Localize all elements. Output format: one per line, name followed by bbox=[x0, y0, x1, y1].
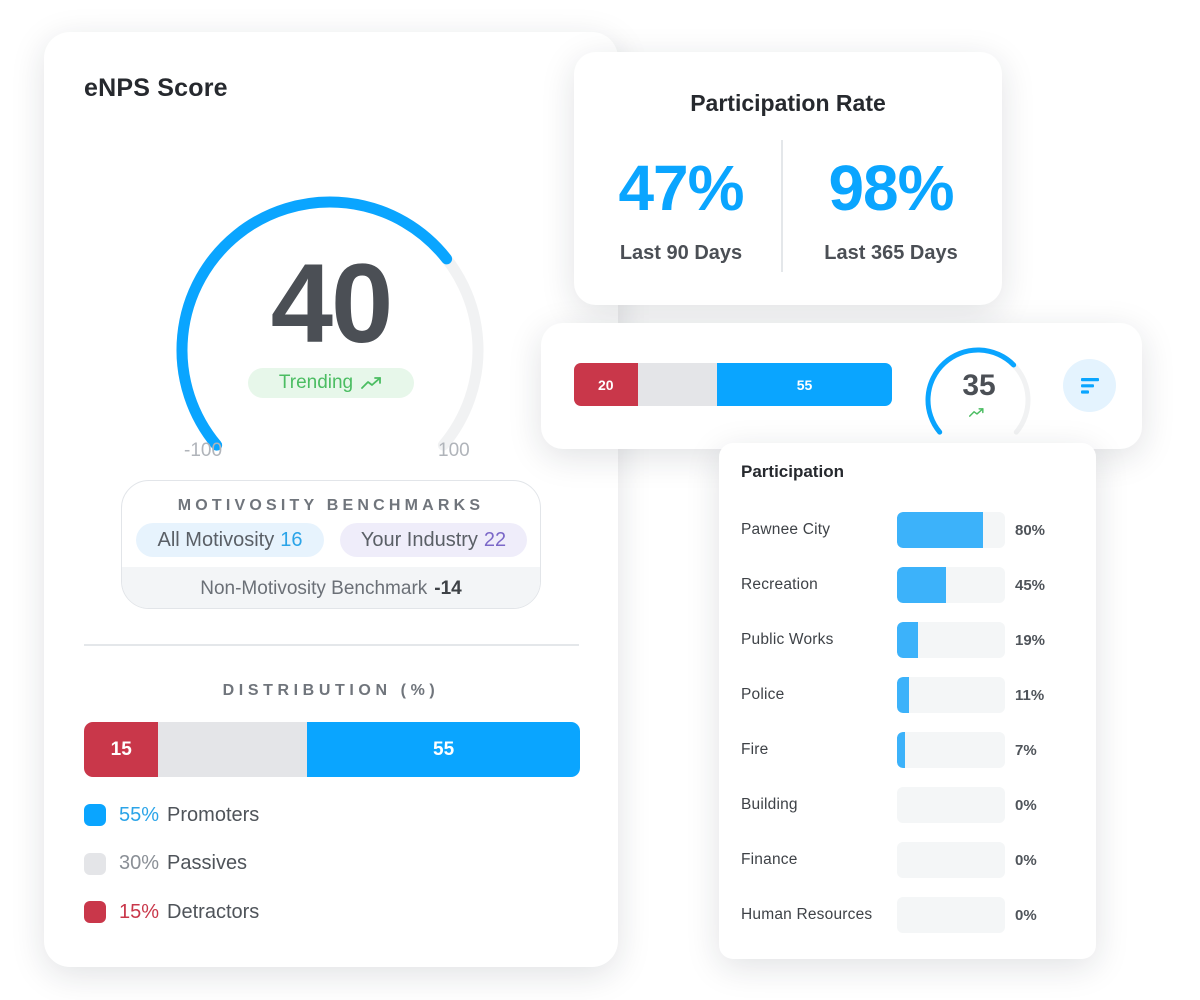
distribution-promoters-segment: 55 bbox=[307, 722, 580, 777]
detractors-swatch bbox=[84, 901, 106, 923]
legend-passives-label: Passives bbox=[167, 852, 248, 874]
legend-detractors-pct: 15% bbox=[119, 900, 160, 923]
participation-row-bar bbox=[897, 567, 1005, 603]
legend-promoters-pct: 55% bbox=[119, 803, 160, 826]
passives-swatch bbox=[84, 852, 106, 875]
participation-row-pct: 11% bbox=[1015, 686, 1045, 704]
participation-row-pct: 45% bbox=[1015, 576, 1046, 594]
summary-promoters-segment: 55 bbox=[717, 363, 892, 406]
participation-row-name: Finance bbox=[741, 851, 798, 868]
participation-row-pct: 7% bbox=[1015, 741, 1037, 759]
participation-row-pct: 80% bbox=[1015, 521, 1046, 539]
gauge-min-label: -100 bbox=[184, 440, 223, 461]
participation-row-bar-fill bbox=[897, 677, 909, 713]
divider bbox=[84, 644, 579, 646]
participation-row-name: Human Resources bbox=[741, 906, 873, 923]
participation-row: Police 11% bbox=[741, 677, 1081, 713]
benchmark-all-label: All Motivosity bbox=[157, 528, 275, 551]
benchmark-non-label: Non-Motivosity Benchmark bbox=[200, 577, 428, 599]
participation-row-name: Police bbox=[741, 686, 785, 703]
summary-distribution-bar: 20 55 bbox=[574, 363, 892, 406]
benchmark-industry-label: Your Industry bbox=[360, 528, 478, 551]
participation-row-bar bbox=[897, 842, 1005, 878]
distribution-legend: 55% Promoters 30% Passives 15% Detractor… bbox=[84, 804, 259, 950]
participation-row-bar bbox=[897, 622, 1005, 658]
rate-365-days-value: 98% bbox=[828, 152, 954, 224]
benchmarks-title: MOTIVOSITY BENCHMARKS bbox=[177, 497, 485, 514]
trending-label: Trending bbox=[278, 372, 354, 393]
distribution-title: DISTRIBUTION (%) bbox=[222, 682, 440, 699]
participation-rate-title: Participation Rate bbox=[690, 90, 886, 116]
legend-passives: 30% Passives bbox=[84, 852, 259, 875]
summary-score-value: 35 bbox=[962, 369, 996, 402]
legend-passives-pct: 30% bbox=[119, 852, 160, 874]
participation-rate-card: Participation Rate 47% Last 90 Days 98% … bbox=[574, 52, 1002, 305]
benchmark-all-value: 16 bbox=[280, 528, 303, 551]
benchmark-all-motivosity: All Motivosity 16 bbox=[136, 523, 324, 557]
rate-90-days-label: Last 90 Days bbox=[619, 242, 743, 264]
participation-row-pct: 0% bbox=[1015, 906, 1037, 924]
summary-passives-segment bbox=[637, 363, 718, 406]
participation-row-name: Recreation bbox=[741, 576, 818, 593]
legend-detractors-label: Detractors bbox=[167, 900, 260, 923]
enps-gauge-fill bbox=[176, 196, 453, 451]
distribution-passives-segment bbox=[158, 722, 308, 777]
participation-row-bar bbox=[897, 897, 1005, 933]
rate-90-days: 47% Last 90 Days bbox=[574, 156, 788, 265]
participation-card: Participation Pawnee City 80% Recreation 45… bbox=[719, 443, 1096, 959]
participation-row: Building 0% bbox=[741, 787, 1081, 823]
distribution-detractors-segment: 15 bbox=[84, 722, 159, 777]
benchmarks-panel: MOTIVOSITY BENCHMARKS All Motivosity 16 … bbox=[121, 480, 541, 609]
enps-score-card: eNPS Score 40 Trending -100 100 MOTIVOSI… bbox=[44, 32, 618, 967]
trend-up-icon bbox=[969, 408, 984, 417]
enps-score-value: 40 bbox=[270, 241, 394, 366]
participation-row-pct: 0% bbox=[1015, 796, 1037, 814]
participation-row: Human Resources 0% bbox=[741, 897, 1081, 933]
participation-row-name: Public Works bbox=[741, 631, 834, 648]
participation-row-bar-fill bbox=[897, 512, 984, 548]
participation-row: Public Works 19% bbox=[741, 622, 1081, 658]
legend-detractors: 15% Detractors bbox=[84, 901, 259, 923]
summary-gauge bbox=[925, 347, 1031, 435]
participation-row: Fire 7% bbox=[741, 732, 1081, 768]
legend-promoters-label: Promoters bbox=[167, 803, 260, 826]
participation-row-name: Pawnee City bbox=[741, 521, 831, 538]
summary-gauge-fill bbox=[925, 347, 1017, 435]
participation-row-bar bbox=[897, 732, 1005, 768]
filter-bars-icon bbox=[1080, 377, 1099, 394]
participation-row: Finance 0% bbox=[741, 842, 1081, 878]
participation-row-pct: 0% bbox=[1015, 851, 1037, 869]
benchmark-non-motivosity: Non-Motivosity Benchmark -14 bbox=[122, 567, 540, 608]
benchmark-your-industry: Your Industry 22 bbox=[340, 523, 527, 557]
rate-365-days-label: Last 365 Days bbox=[824, 242, 958, 264]
participation-row-bar bbox=[897, 787, 1005, 823]
participation-row-name: Building bbox=[741, 796, 798, 813]
participation-row: Recreation 45% bbox=[741, 567, 1081, 603]
rate-90-days-value: 47% bbox=[618, 152, 744, 224]
summary-detractors-segment: 20 bbox=[574, 363, 638, 406]
participation-row-bar bbox=[897, 677, 1005, 713]
participation-title: Participation bbox=[741, 462, 844, 481]
distribution-bar: 15 55 bbox=[84, 722, 580, 777]
enps-title: eNPS Score bbox=[84, 74, 228, 102]
enps-gauge bbox=[176, 196, 484, 451]
promoters-swatch bbox=[84, 804, 106, 826]
participation-row-pct: 19% bbox=[1015, 631, 1046, 649]
rate-365-days: 98% Last 365 Days bbox=[784, 156, 998, 265]
participation-row: Pawnee City 80% bbox=[741, 512, 1081, 548]
rate-divider bbox=[781, 140, 783, 272]
trending-badge: Trending bbox=[248, 368, 414, 398]
filter-button[interactable] bbox=[1063, 359, 1116, 412]
participation-row-name: Fire bbox=[741, 741, 769, 758]
legend-promoters: 55% Promoters bbox=[84, 804, 259, 826]
benchmark-non-value: -14 bbox=[434, 577, 462, 599]
benchmark-industry-value: 22 bbox=[483, 528, 507, 551]
participation-row-bar bbox=[897, 512, 1005, 548]
participation-row-bar-fill bbox=[897, 732, 905, 768]
gauge-max-label: 100 bbox=[438, 440, 470, 461]
participation-row-bar-fill bbox=[897, 622, 918, 658]
trend-up-icon bbox=[361, 377, 382, 389]
summary-card: 20 55 35 bbox=[541, 323, 1142, 449]
participation-row-bar-fill bbox=[897, 567, 946, 603]
